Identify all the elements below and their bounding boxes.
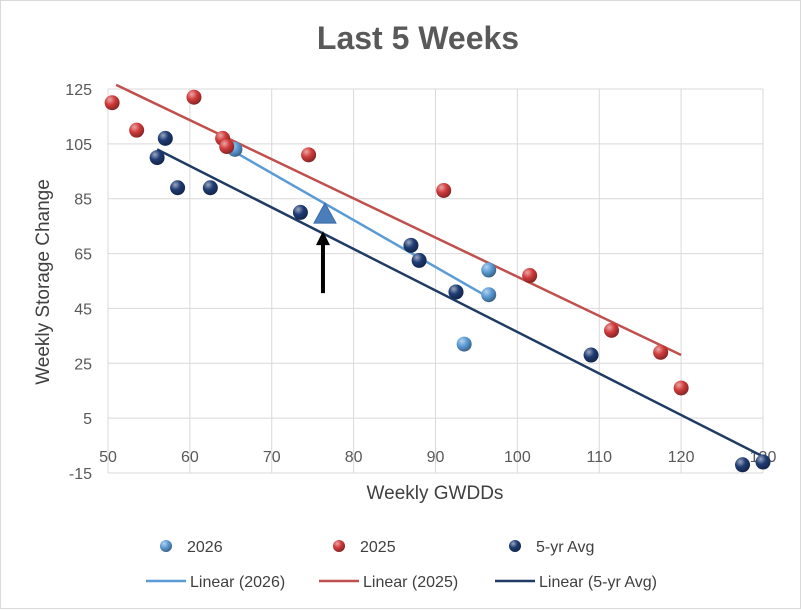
legend-label: 5-yr Avg — [536, 539, 594, 556]
data-point — [219, 139, 235, 155]
legend-label: Linear (2025) — [363, 574, 458, 591]
y-tick-label: 25 — [74, 356, 92, 373]
data-point — [202, 180, 218, 196]
data-point — [583, 347, 599, 363]
x-tick-label: 90 — [427, 449, 445, 466]
y-tick-label: 65 — [74, 247, 92, 264]
data-point — [456, 336, 472, 352]
data-point — [448, 284, 464, 300]
data-point — [403, 237, 419, 253]
y-axis-title: Weekly Storage Change — [33, 179, 54, 385]
y-tick-label: 5 — [83, 411, 92, 428]
data-point — [170, 180, 186, 196]
trendline — [234, 151, 490, 299]
y-tick-label: -15 — [69, 466, 92, 483]
trendlines — [115, 83, 764, 458]
x-tick-label: 120 — [668, 449, 695, 466]
axes: -155254565851051255060708090100110120130 — [65, 82, 776, 483]
data-point — [186, 89, 202, 105]
grid — [107, 88, 764, 474]
data-point — [755, 454, 771, 470]
y-tick-label: 125 — [65, 82, 92, 99]
chart-title: Last 5 Weeks — [317, 20, 519, 56]
x-tick-label: 110 — [586, 449, 612, 466]
data-points — [104, 89, 771, 473]
y-tick-label: 105 — [65, 137, 92, 154]
x-tick-label: 60 — [181, 449, 199, 466]
data-point — [157, 130, 173, 146]
data-point — [436, 182, 452, 198]
data-point — [481, 287, 497, 303]
y-tick-label: 45 — [74, 301, 92, 318]
data-point — [673, 380, 689, 396]
data-point — [481, 262, 497, 278]
x-tick-label: 100 — [504, 449, 531, 466]
data-point — [149, 150, 165, 166]
highlight-marker — [313, 202, 337, 294]
legend-marker — [333, 540, 345, 552]
legend-label: Linear (5-yr Avg) — [539, 574, 657, 591]
trendline — [115, 83, 682, 357]
x-tick-label: 50 — [99, 449, 117, 466]
data-point — [104, 95, 120, 111]
highlight-triangle — [313, 202, 337, 224]
y-tick-label: 85 — [74, 192, 92, 209]
x-tick-label: 80 — [345, 449, 363, 466]
legend-label: 2025 — [360, 539, 396, 556]
data-point — [735, 457, 751, 473]
legend-marker — [160, 540, 172, 552]
data-point — [411, 252, 427, 268]
data-point — [292, 204, 308, 220]
data-point — [522, 268, 538, 284]
legend: 2026 2025 5-yr Avg Linear (2026) Linear (202… — [146, 539, 657, 591]
legend-marker — [509, 540, 521, 552]
data-point — [129, 122, 145, 138]
data-point — [604, 322, 620, 338]
x-axis-title: Weekly GWDDs — [367, 483, 504, 504]
arrow-head — [315, 231, 330, 246]
legend-label: 2026 — [187, 539, 223, 556]
data-point — [301, 147, 317, 163]
trendline — [156, 148, 764, 458]
x-tick-label: 70 — [263, 449, 281, 466]
legend-label: Linear (2026) — [190, 574, 285, 591]
data-point — [653, 344, 669, 360]
